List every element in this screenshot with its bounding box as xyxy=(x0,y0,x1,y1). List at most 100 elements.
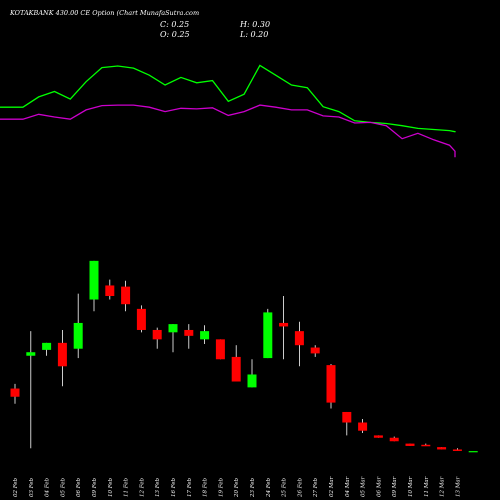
x-tick-label: 02 Mar xyxy=(329,476,335,497)
x-tick-label: 17 Feb xyxy=(187,477,193,497)
candle-19 xyxy=(310,345,320,357)
open-label: O: 0.25 xyxy=(160,30,190,39)
x-tick-label: 13 Feb xyxy=(155,477,161,497)
candle-body-down xyxy=(294,331,304,346)
candle-4 xyxy=(73,293,83,359)
candle-body-up xyxy=(26,352,36,356)
candle-body-down xyxy=(136,308,146,330)
candle-body-down xyxy=(57,342,67,367)
candle-10 xyxy=(168,324,178,353)
high-label: H: 0.30 xyxy=(239,20,270,29)
candle-0 xyxy=(10,383,20,404)
candle-1 xyxy=(26,331,36,449)
x-tick-label: 09 Feb xyxy=(92,477,98,497)
x-tick-label: 09 Mar xyxy=(392,476,398,497)
candle-body-down xyxy=(405,443,415,446)
candle-21 xyxy=(342,411,352,436)
moving-averages xyxy=(0,64,456,158)
candle-8 xyxy=(136,305,146,333)
candle-body-up xyxy=(42,342,52,350)
x-tick-label: 24 Feb xyxy=(266,477,272,498)
x-tick-label: 27 Feb xyxy=(313,477,319,498)
x-tick-label: 05 Feb xyxy=(60,477,66,497)
candle-2 xyxy=(42,342,52,356)
candle-body-down xyxy=(421,444,431,447)
candle-body-down xyxy=(10,388,20,397)
candle-body-down xyxy=(437,447,447,450)
candle-body-down xyxy=(389,437,399,442)
candle-28 xyxy=(452,448,462,451)
x-tick-label: 04 Feb xyxy=(45,477,51,497)
candle-body-up xyxy=(73,322,83,349)
candle-body-down xyxy=(184,329,194,336)
candle-body-up xyxy=(200,331,210,340)
x-tick-label: 25 Feb xyxy=(282,477,288,498)
candle-6 xyxy=(105,279,115,300)
chart-title: KOTAKBANK 430.00 CE Option (Chart Munafa… xyxy=(9,9,199,17)
candle-13 xyxy=(215,339,225,360)
candle-22 xyxy=(358,419,368,434)
x-tick-label: 13 Mar xyxy=(455,476,461,497)
x-tick-label: 12 Feb xyxy=(139,477,145,497)
candle-27 xyxy=(437,447,447,450)
x-tick-label: 12 Mar xyxy=(440,476,446,497)
candle-body-down xyxy=(231,356,241,382)
candles xyxy=(10,260,478,453)
candle-body-last xyxy=(468,451,478,453)
candle-body-down xyxy=(326,365,336,403)
candle-body-down xyxy=(152,329,162,340)
candle-23 xyxy=(373,435,383,438)
ma-fast-line xyxy=(0,64,456,133)
candle-16 xyxy=(263,308,273,359)
candle-24 xyxy=(389,436,399,442)
x-tick-label: 05 Mar xyxy=(361,476,367,497)
x-axis-ticks: 02 Feb 03 Feb 04 Feb 05 Feb 06 Feb 09 Feb 10 F… xyxy=(13,476,461,498)
candle-18 xyxy=(294,321,304,367)
x-tick-label: 11 Mar xyxy=(424,476,430,497)
x-tick-label: 02 Feb xyxy=(13,477,19,497)
x-tick-label: 11 Feb xyxy=(124,477,130,497)
candle-15 xyxy=(247,359,257,388)
x-tick-label: 10 Mar xyxy=(408,476,414,497)
candle-14 xyxy=(231,345,241,382)
x-tick-label: 03 Feb xyxy=(29,477,35,497)
candle-body-down xyxy=(452,449,462,451)
candle-25 xyxy=(405,443,415,446)
candle-20 xyxy=(326,363,336,409)
candle-7 xyxy=(121,280,131,312)
x-tick-label: 06 Mar xyxy=(376,476,382,497)
candle-12 xyxy=(200,325,210,345)
x-tick-label: 26 Feb xyxy=(297,477,303,498)
candle-body-up xyxy=(168,324,178,333)
candle-body-up xyxy=(263,312,273,359)
candle-body-down xyxy=(342,411,352,423)
candle-26 xyxy=(421,443,431,447)
candle-body-down xyxy=(358,422,368,431)
ma-slow-line xyxy=(0,104,456,158)
candle-3 xyxy=(57,329,67,387)
x-tick-label: 19 Feb xyxy=(218,477,224,497)
x-tick-label: 16 Feb xyxy=(171,477,177,497)
x-tick-label: 10 Feb xyxy=(108,477,114,497)
candle-body-down xyxy=(105,285,115,296)
low-label: L: 0.20 xyxy=(239,30,268,39)
candle-17 xyxy=(279,296,289,360)
candle-body-down xyxy=(121,286,131,305)
candle-5 xyxy=(89,260,99,312)
x-tick-label: 23 Feb xyxy=(250,477,256,498)
candle-body-up xyxy=(247,374,257,388)
close-label: C: 0.25 xyxy=(160,20,189,29)
candle-9 xyxy=(152,327,162,349)
candle-11 xyxy=(184,324,194,349)
x-tick-label: 04 Mar xyxy=(345,476,351,497)
candle-body-down xyxy=(279,322,289,327)
x-tick-label: 18 Feb xyxy=(203,477,209,497)
candle-body-down xyxy=(215,339,225,360)
candle-body-down xyxy=(310,347,320,354)
candle-body-up xyxy=(89,260,99,300)
x-tick-label: 20 Feb xyxy=(234,477,240,498)
x-tick-label: 06 Feb xyxy=(76,477,82,497)
candle-body-down xyxy=(373,435,383,438)
